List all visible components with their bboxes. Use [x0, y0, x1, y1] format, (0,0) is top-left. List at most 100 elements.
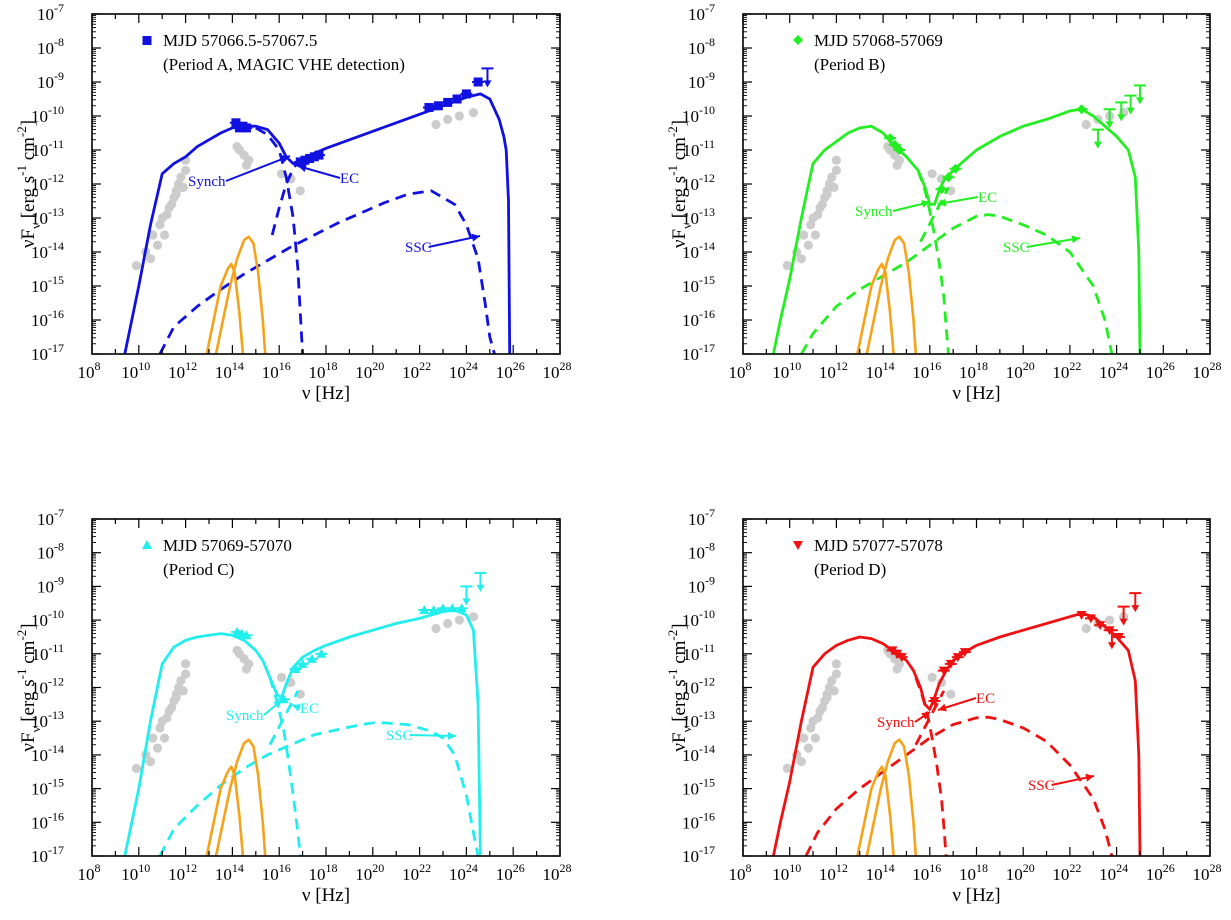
- x-tick-label: 1010: [121, 359, 150, 382]
- x-tick-label: 1024: [1099, 861, 1128, 884]
- model-curves: [123, 608, 482, 856]
- thermal-1-curve: [205, 765, 245, 856]
- archival-point: [815, 706, 825, 716]
- model-curves: [772, 612, 1142, 856]
- ec-curve: [270, 161, 300, 236]
- x-tick-label: 1022: [402, 861, 431, 884]
- archival-point: [178, 182, 188, 192]
- x-tick-label: 1010: [772, 861, 801, 884]
- y-tick-label: 10-7: [37, 1, 64, 24]
- archival-point: [443, 114, 453, 124]
- x-tick-label: 1012: [168, 861, 197, 884]
- y-tick-label: 10-8: [688, 540, 715, 563]
- archival-point: [927, 672, 937, 682]
- x-tick-label: 1022: [402, 359, 431, 382]
- observed-data: [231, 603, 468, 704]
- observed-point: [1085, 614, 1096, 624]
- observed-point: [428, 604, 439, 614]
- archival-point: [831, 165, 842, 175]
- sed-panel-a: 108 1010 1012 1014 1016 1018 1020 1022 1024 1026 1…: [14, 1, 572, 404]
- observed-point: [452, 94, 462, 104]
- synch-annotation: Synch: [855, 204, 893, 220]
- archival-point: [831, 669, 842, 679]
- y-tick-label: 10-7: [37, 506, 64, 529]
- x-tick-label: 1026: [496, 359, 525, 382]
- y-axis-label: νFν [erg s-1 cm-2]: [665, 623, 694, 751]
- archival-point: [131, 763, 142, 773]
- observed-point: [887, 646, 898, 656]
- observed-data: [229, 77, 485, 167]
- archival-point: [148, 230, 158, 240]
- annotation-arrowhead: [471, 233, 480, 242]
- observed-point: [945, 659, 956, 669]
- archival-point: [799, 733, 809, 743]
- upper-limit-arrow: [1103, 108, 1116, 129]
- archival-point: [454, 615, 464, 625]
- archival-point: [822, 189, 832, 199]
- thermal-1-curve: [205, 262, 245, 354]
- observed-point: [433, 101, 443, 111]
- observed-point: [456, 603, 467, 613]
- x-tick-label: 1022: [1052, 359, 1081, 382]
- archival-point: [431, 119, 441, 130]
- archival-point: [927, 169, 937, 179]
- annotation-arrowhead: [921, 200, 930, 208]
- synch-annotation: Synch: [877, 715, 915, 731]
- upper-limit-arrow: [474, 571, 487, 592]
- x-tick-label: 1016: [262, 861, 291, 884]
- ec-annotation: EC: [300, 701, 319, 717]
- observed-point: [443, 97, 453, 107]
- archival-data: [782, 108, 1129, 271]
- x-tick-label: 1028: [543, 861, 572, 884]
- observed-point: [438, 603, 448, 613]
- archival-point: [443, 618, 453, 629]
- y-tick-label: 10-8: [688, 35, 715, 58]
- x-axis-label: ν [Hz]: [952, 885, 1000, 906]
- archival-point: [232, 645, 242, 656]
- sed-panel-c: 108 1010 1012 1014 1016 1018 1020 1022 1024 1026 1…: [14, 506, 572, 906]
- upper-limits: [1105, 592, 1142, 650]
- archival-point: [148, 733, 158, 743]
- annotation-arrow: [428, 235, 481, 248]
- observed-point: [950, 163, 961, 174]
- y-tick-label: 10-9: [37, 69, 64, 92]
- x-tick-label: 108: [729, 861, 752, 884]
- archival-point: [152, 743, 163, 753]
- observed-point: [300, 155, 310, 165]
- x-tick-label: 1016: [912, 861, 941, 884]
- x-tick-label: 1012: [819, 359, 848, 382]
- observed-point: [1113, 632, 1124, 642]
- thermal-1-curve: [856, 765, 895, 856]
- legend: MJD 57068-57069 (Period B): [793, 31, 943, 74]
- upper-limits: [460, 571, 487, 606]
- synchrotron-curve: [916, 169, 950, 354]
- ssc-curve: [158, 721, 480, 856]
- archival-point: [796, 757, 806, 767]
- y-tick-label: 10-8: [37, 540, 64, 563]
- ssc-annotation: SSC: [386, 728, 413, 744]
- x-tick-label: 1028: [543, 359, 572, 382]
- annotation-arrowhead: [447, 731, 456, 740]
- y-tick-label: 10-15: [31, 273, 64, 296]
- upper-limit-arrow: [1129, 592, 1142, 613]
- legend-subtitle: (Period A, MAGIC VHE detection): [163, 55, 405, 74]
- upper-limits: [481, 67, 494, 88]
- x-tick-label: 1020: [1006, 359, 1035, 382]
- archival-point: [829, 182, 839, 192]
- x-tick-label: 1010: [772, 359, 801, 382]
- observed-point: [929, 696, 940, 706]
- x-tick-label: 1028: [1193, 861, 1222, 884]
- archival-point: [803, 743, 813, 753]
- observed-point: [424, 103, 434, 112]
- observed-point: [885, 133, 896, 144]
- synch-annotation: Synch: [226, 708, 264, 724]
- observed-point: [896, 653, 907, 663]
- archival-point: [178, 686, 188, 696]
- x-tick-label: 108: [729, 359, 752, 382]
- x-tick-label: 1024: [1099, 359, 1128, 382]
- observed-point: [1095, 621, 1106, 631]
- y-tick-label: 10-16: [682, 809, 715, 832]
- y-axis-label: νFν [erg s-1 cm-2]: [665, 120, 694, 248]
